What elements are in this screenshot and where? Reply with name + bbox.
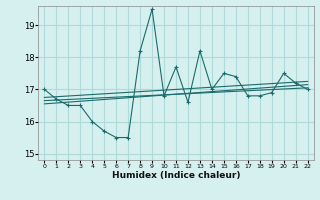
X-axis label: Humidex (Indice chaleur): Humidex (Indice chaleur)	[112, 171, 240, 180]
